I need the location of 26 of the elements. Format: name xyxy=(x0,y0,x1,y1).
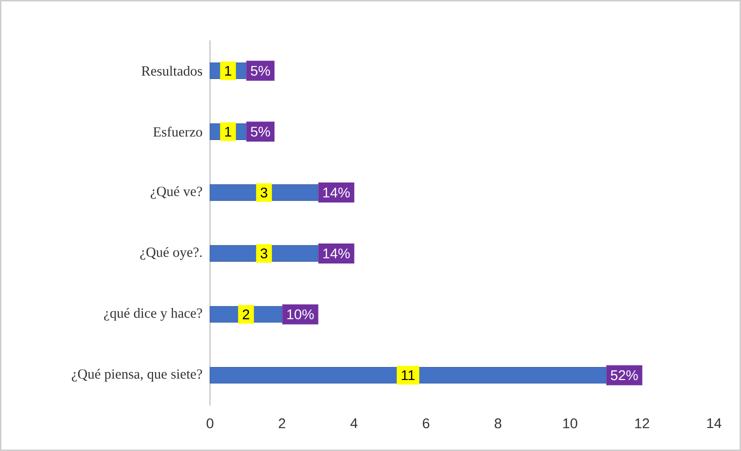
y-tick-label: ¿Qué ve? xyxy=(150,186,202,199)
y-tick-label: ¿qué dice y hace? xyxy=(104,308,202,321)
x-tick-label: 6 xyxy=(422,418,430,428)
x-tick-label: 12 xyxy=(635,418,650,428)
annotation: 14% xyxy=(323,188,350,198)
x-tick-label: 14 xyxy=(707,418,722,428)
x-tick-label: 0 xyxy=(206,418,214,428)
x-tick-label: 4 xyxy=(350,418,358,428)
y-tick-label: ¿Qué oye?. xyxy=(140,247,202,260)
data-label: 11 xyxy=(402,370,415,380)
x-tick-label: 10 xyxy=(563,418,578,428)
annotation: 14% xyxy=(323,248,350,258)
y-tick-label: ¿Qué piensa, que siete? xyxy=(72,368,202,382)
data-label: 1 xyxy=(225,126,232,136)
annotation: 52% xyxy=(610,370,638,380)
x-tick-label: 2 xyxy=(278,418,286,428)
annotation: 5% xyxy=(250,126,270,137)
data-label: 2 xyxy=(242,309,250,320)
annotation: 5% xyxy=(250,66,270,76)
data-label: 1 xyxy=(225,66,232,76)
data-label: 3 xyxy=(260,248,268,258)
y-tick-label: Resultados xyxy=(142,66,202,76)
x-tick-label: 8 xyxy=(494,418,502,428)
annotation: 10% xyxy=(287,309,314,320)
y-tick-label: Esfuerzo xyxy=(153,126,202,137)
data-label: 3 xyxy=(260,188,268,198)
